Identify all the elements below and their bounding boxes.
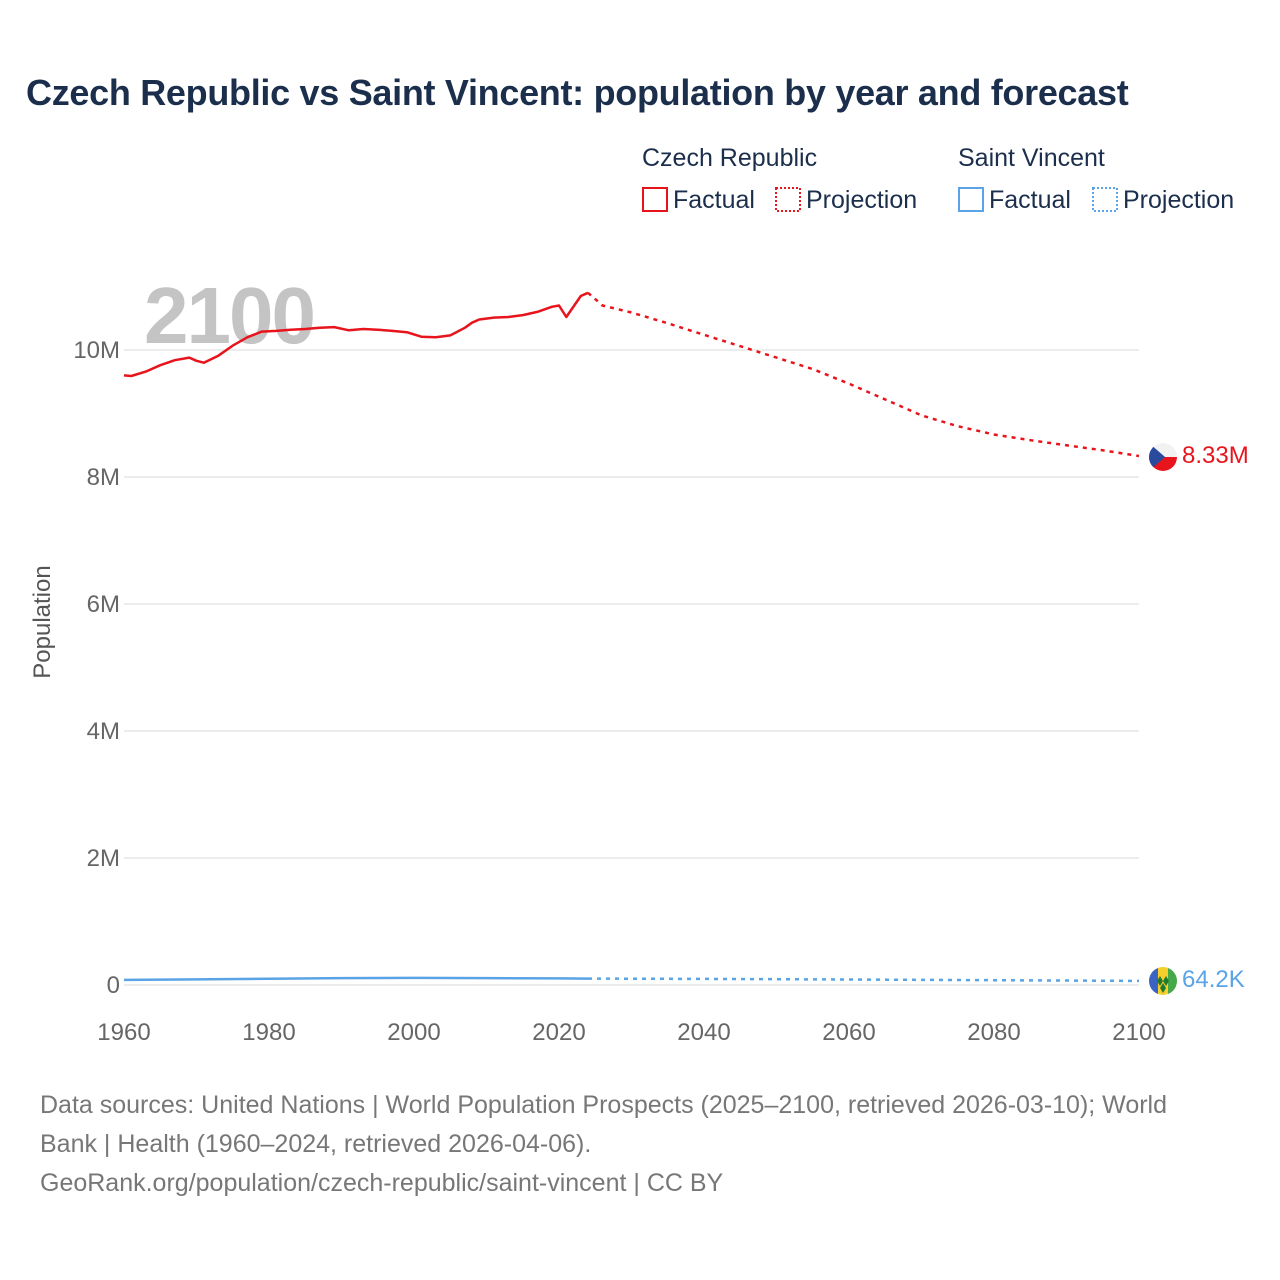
legend-swatch-saint-vincent-factual[interactable]: [958, 187, 984, 212]
legend-swatch-czech-factual[interactable]: [642, 187, 668, 212]
x-tick-label: 2060: [822, 1019, 875, 1046]
legend-label-czech-factual: Factual: [673, 186, 755, 214]
y-axis-title: Population: [29, 565, 56, 678]
legend-label-saint-vincent-factual: Factual: [989, 186, 1071, 214]
series-line-saint-vincent-projection: [587, 977, 1140, 983]
x-tick-label: 2020: [532, 1019, 585, 1046]
y-tick-label: 10M: [73, 337, 120, 364]
year-watermark: 2100: [144, 271, 314, 360]
legend-label-czech-projection: Projection: [806, 186, 917, 214]
y-tick-label: 0: [107, 972, 120, 999]
chart-title: Czech Republic vs Saint Vincent: populat…: [26, 72, 1129, 113]
x-tick-label: 2000: [387, 1019, 440, 1046]
legend-swatch-czech-projection[interactable]: [775, 187, 801, 212]
source-line-1: Data sources: United Nations | World Pop…: [40, 1091, 1168, 1119]
x-tick-label: 2100: [1112, 1019, 1165, 1046]
end-label-saint-vincent: 64.2K: [1182, 966, 1245, 993]
x-axis-ticks: 1960 1980 2000 2020 2040 2060 2080 2100: [97, 1019, 1165, 1046]
chart: Czech Republic Factual Projection Saint …: [29, 144, 1249, 1046]
y-tick-label: 6M: [87, 591, 120, 618]
y-tick-label: 4M: [87, 718, 120, 745]
y-tick-label: 8M: [87, 464, 120, 491]
y-tick-label: 2M: [87, 845, 120, 872]
source-note: Data sources: United Nations | World Pop…: [40, 1086, 1240, 1203]
series-lines: [123, 291, 1140, 983]
saint-vincent-flag-icon: [1149, 967, 1177, 995]
legend-group-title-saint-vincent: Saint Vincent: [958, 144, 1105, 172]
source-link[interactable]: GeoRank.org/population/czech-republic/sa…: [40, 1169, 724, 1197]
gridlines: [124, 349, 1139, 986]
y-axis-ticks: 0 2M 4M 6M 8M 10M: [73, 337, 120, 999]
x-tick-label: 2080: [967, 1019, 1020, 1046]
legend-swatch-saint-vincent-projection[interactable]: [1092, 187, 1118, 212]
source-line-2: Bank | Health (1960–2024, retrieved 2026…: [40, 1130, 592, 1158]
series-line-czech-republic-projection: [587, 291, 1140, 458]
legend: Czech Republic Factual Projection Saint …: [642, 144, 1234, 214]
czech-flag-icon: [1149, 443, 1177, 471]
end-label-czech: 8.33M: [1182, 442, 1249, 469]
legend-group-title-czech: Czech Republic: [642, 144, 817, 172]
x-tick-label: 1960: [97, 1019, 150, 1046]
x-tick-label: 2040: [677, 1019, 730, 1046]
series-line-saint-vincent-factual: [123, 976, 589, 982]
series-line-czech-republic-factual: [123, 291, 589, 378]
legend-label-saint-vincent-projection: Projection: [1123, 186, 1234, 214]
x-tick-label: 1980: [242, 1019, 295, 1046]
